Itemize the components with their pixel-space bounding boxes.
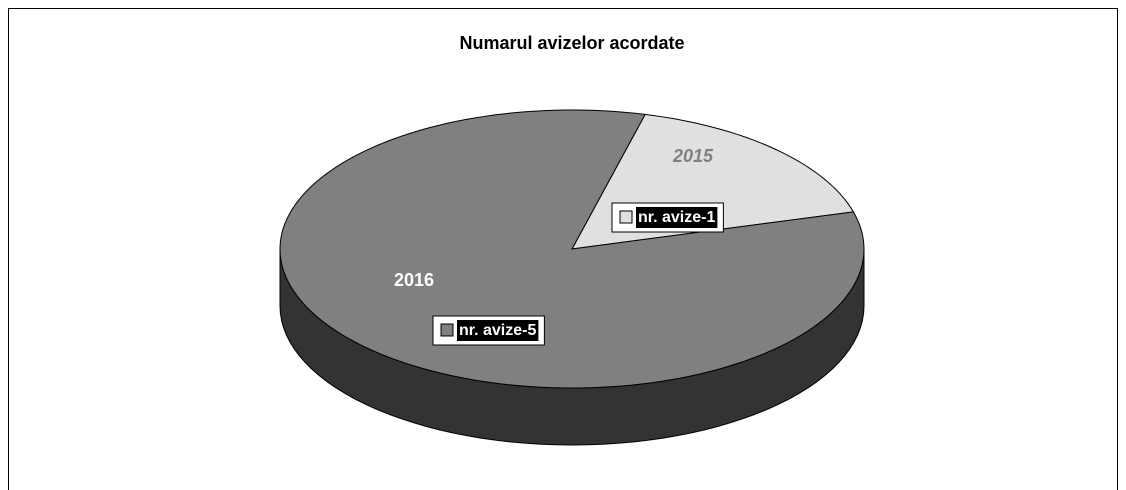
data-label-swatch bbox=[619, 210, 633, 224]
data-label-background bbox=[636, 207, 718, 228]
data-label-background bbox=[457, 320, 539, 341]
data-label-swatch bbox=[440, 323, 454, 337]
category-label: 2015 bbox=[672, 146, 714, 166]
data-label: nr. avize-5 bbox=[432, 315, 545, 346]
pie-slice bbox=[279, 109, 865, 389]
category-label: 2016 bbox=[394, 270, 434, 290]
data-label-text: nr. avize-1 bbox=[638, 209, 715, 226]
data-label: nr. avize-1 bbox=[611, 202, 724, 233]
data-label-text: nr. avize-5 bbox=[459, 322, 536, 339]
chart-title: Numarul avizelor acordate bbox=[459, 33, 684, 53]
